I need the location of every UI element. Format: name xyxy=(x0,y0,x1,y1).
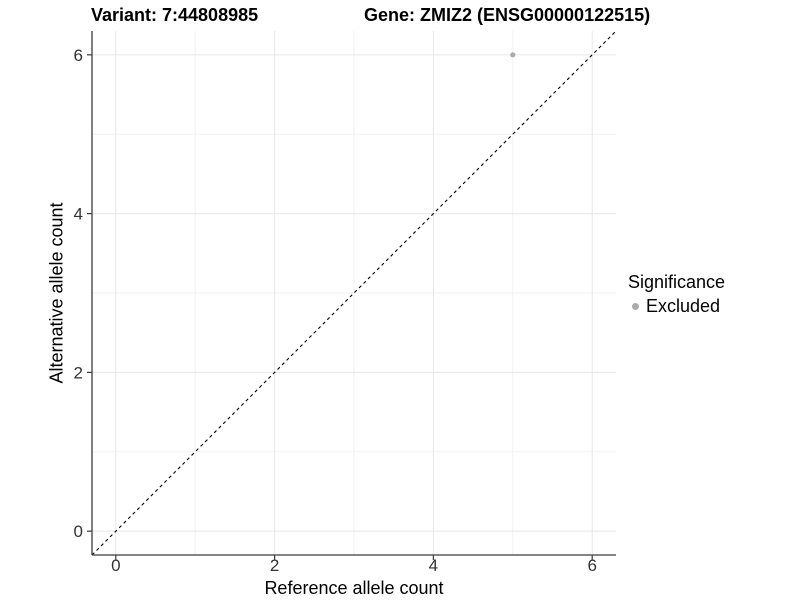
x-tick-label: 4 xyxy=(429,556,438,575)
x-tick-label: 6 xyxy=(587,556,596,575)
y-tick-label: 6 xyxy=(74,46,83,65)
data-point xyxy=(510,52,516,58)
y-tick-label: 2 xyxy=(74,363,83,382)
y-axis-title: Alternative allele count xyxy=(46,202,67,384)
legend-items: Excluded xyxy=(628,296,725,317)
y-tick-label: 4 xyxy=(74,205,83,224)
x-tick-label: 0 xyxy=(111,556,120,575)
legend-item: Excluded xyxy=(628,296,725,317)
plot-title-variant: Variant: 7:44808985 xyxy=(91,5,259,25)
legend-point-icon xyxy=(632,303,639,310)
legend: Significance Excluded xyxy=(628,272,725,317)
plot-title-gene: Gene: ZMIZ2 (ENSG00000122515) xyxy=(364,5,651,25)
y-tick-label: 0 xyxy=(74,522,83,541)
identity-reference-line xyxy=(91,30,617,556)
legend-item-label: Excluded xyxy=(646,296,721,316)
x-axis-title: Reference allele count xyxy=(264,578,444,598)
x-tick-label: 2 xyxy=(270,556,279,575)
legend-title: Significance xyxy=(628,272,726,292)
